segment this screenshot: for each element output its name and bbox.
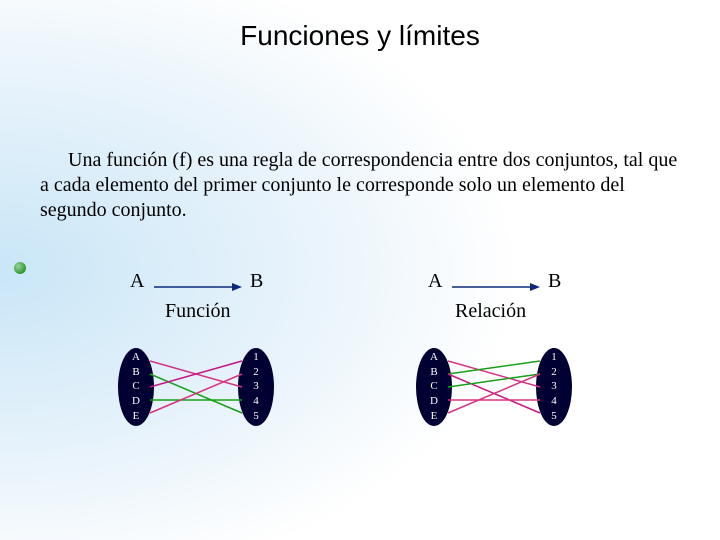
slide-title: Funciones y límites	[0, 20, 720, 52]
diagrams-container: A B Función ABCDE 12345 A B Relación ABC…	[0, 270, 720, 540]
definition-text: Una función (f) es una regla de correspo…	[40, 148, 680, 223]
relation-mapping-lines	[0, 270, 720, 540]
mapping-line	[448, 361, 540, 387]
mapping-line	[448, 361, 540, 374]
